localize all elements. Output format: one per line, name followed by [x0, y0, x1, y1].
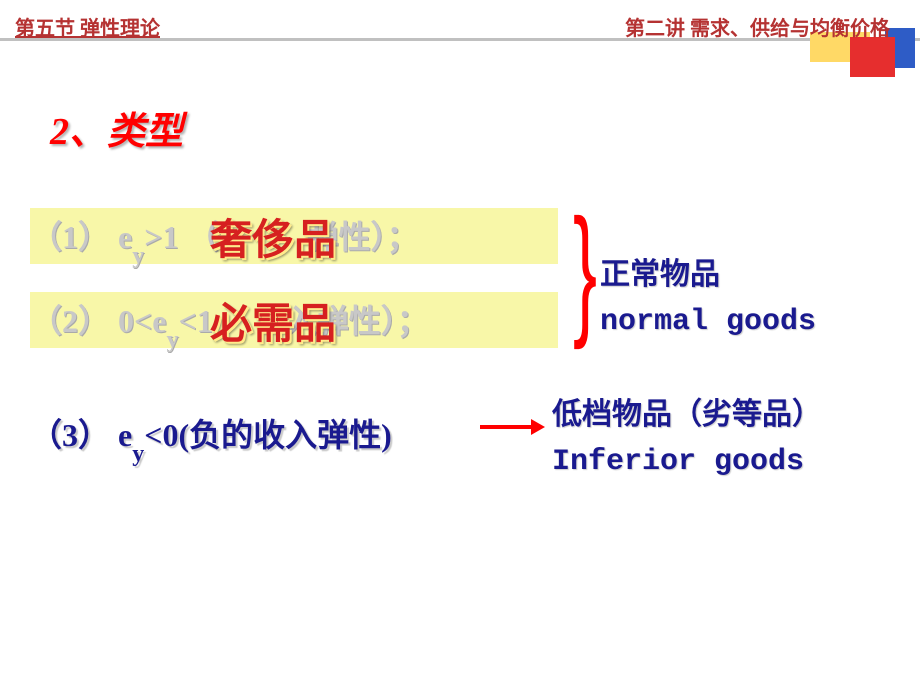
section-title: 2、类型 — [50, 100, 183, 155]
normal-goods-label: 正常物品 normal goods — [600, 252, 816, 345]
inferior-goods-cn: 低档物品（劣等品） — [552, 398, 822, 431]
item1-emphasis: 奢侈品 — [210, 206, 336, 267]
subscript-y: y — [132, 243, 144, 269]
deco-red-block — [850, 37, 895, 77]
item2-emphasis: 必需品 — [210, 290, 336, 351]
header-left-text: 第五节 弹性理论 — [15, 12, 160, 41]
normal-goods-en: normal goods — [600, 305, 816, 339]
header-right-text: 第二讲 需求、供给与均衡价格 — [625, 12, 890, 41]
inferior-goods-en: Inferior goods — [552, 445, 804, 479]
brace-bracket: } — [573, 198, 597, 342]
subscript-y: y — [132, 441, 144, 467]
subscript-y: y — [166, 327, 178, 353]
slide-header: 第五节 弹性理论 第二讲 需求、供给与均衡价格 — [0, 0, 920, 90]
arrow-icon — [480, 425, 535, 429]
item3-text: （3） ey<0(负的收入弹性) — [30, 410, 392, 460]
inferior-goods-label: 低档物品（劣等品） Inferior goods — [552, 392, 822, 485]
normal-goods-cn: 正常物品 — [600, 258, 720, 291]
